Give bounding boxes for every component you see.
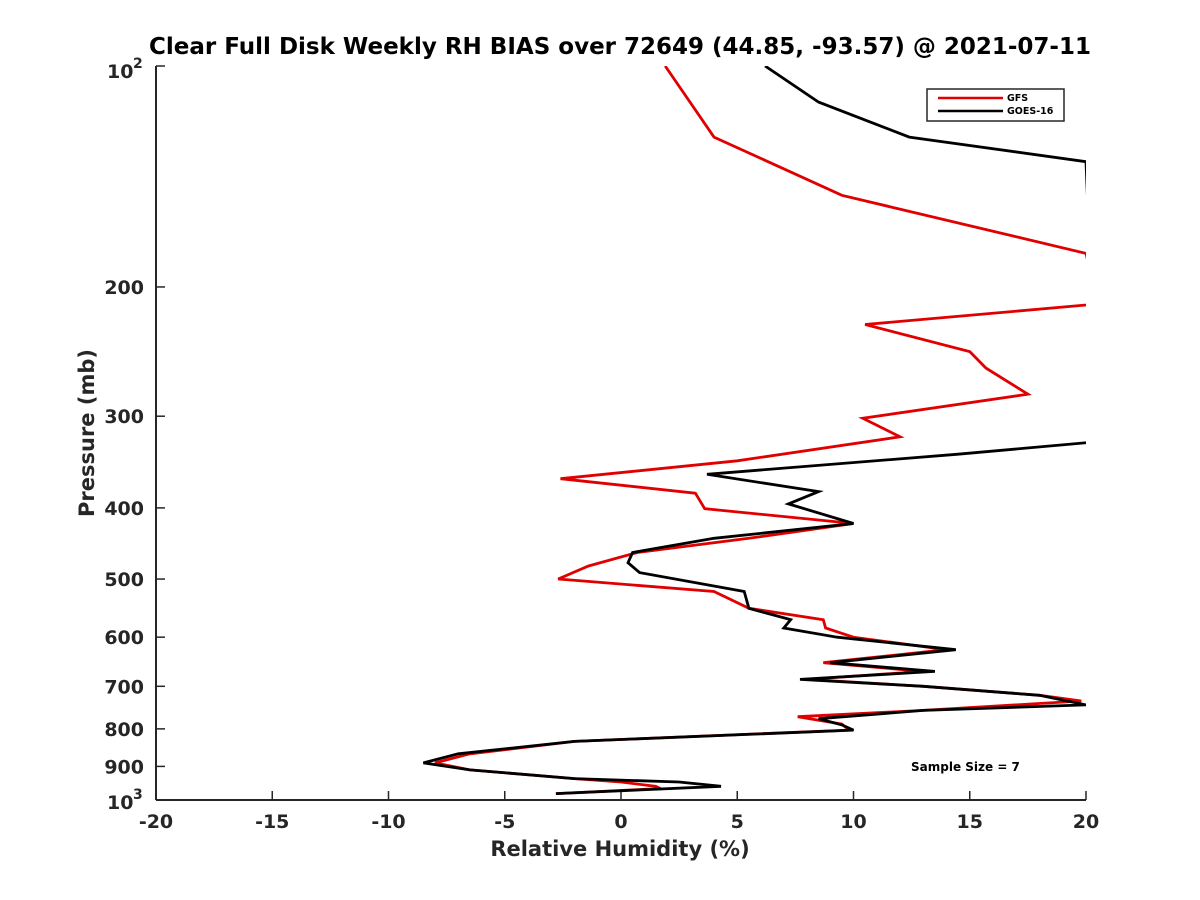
x-tick-label: -5 — [494, 811, 515, 833]
x-tick-label: 0 — [614, 811, 627, 833]
y-ticks: 200 300 400 500 600 700 800 900 — [104, 65, 165, 801]
y-tick-label: 400 — [104, 498, 144, 520]
x-tick-label: 10 — [840, 811, 866, 833]
x-tick-label: 15 — [957, 811, 983, 833]
x-ticks: -20 -15 -10 -5 0 5 10 15 20 — [139, 791, 1099, 833]
y-edge-label-top: 10 2 — [107, 56, 143, 83]
legend: GFS GOES-16 — [926, 88, 1065, 122]
series-line-gfs — [434, 66, 1086, 795]
y-tick-label-bottom-exp: 3 — [133, 787, 143, 803]
chart-title: Clear Full Disk Weekly RH BIAS over 7264… — [149, 34, 1091, 60]
y-tick-label: 200 — [104, 277, 144, 299]
x-axis-label: Relative Humidity (%) — [490, 837, 749, 861]
legend-box — [926, 88, 1065, 122]
plot-area — [155, 66, 1086, 801]
y-tick-label: 700 — [104, 676, 144, 698]
x-tick-label: -15 — [255, 811, 289, 833]
x-tick-label: -20 — [139, 811, 173, 833]
x-tick-label: 20 — [1073, 811, 1099, 833]
y-tick-label: 900 — [104, 756, 144, 778]
y-tick-label: 300 — [104, 406, 144, 428]
y-tick-label: 500 — [104, 569, 144, 591]
y-tick-label-bottom-base: 10 — [107, 792, 133, 814]
sample-size-annotation: Sample Size = 7 — [911, 760, 1020, 774]
y-tick-label-top-base: 10 — [107, 61, 133, 83]
y-axis-label: Pressure (mb) — [75, 349, 99, 517]
legend-label-goes16: GOES-16 — [1007, 106, 1054, 117]
x-tick-label: 5 — [731, 811, 744, 833]
y-tick-label-top-exp: 2 — [133, 56, 143, 72]
legend-label-gfs: GFS — [1007, 93, 1028, 104]
y-edge-label-bottom: 10 3 — [107, 787, 143, 814]
y-tick-label: 600 — [104, 627, 144, 649]
x-tick-label: -10 — [371, 811, 405, 833]
y-tick-label: 800 — [104, 719, 144, 741]
series-line-goes16 — [423, 66, 1086, 795]
series-group — [423, 66, 1086, 795]
